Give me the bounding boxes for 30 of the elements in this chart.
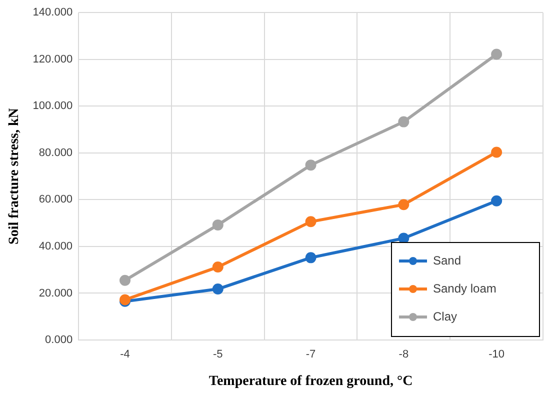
point xyxy=(305,252,316,264)
x-tick-label: -4 xyxy=(120,348,130,361)
x-tick-label: -5 xyxy=(213,348,223,361)
y-axis-title: Soil fracture stress, kN xyxy=(7,108,22,244)
point xyxy=(305,160,316,171)
y-tick-label: 80.000 xyxy=(38,146,73,159)
y-tick-label: 0.000 xyxy=(45,334,73,346)
point xyxy=(212,284,224,295)
legend-label: Clay xyxy=(433,309,458,324)
point xyxy=(398,116,410,128)
y-tick-label: 20.000 xyxy=(38,287,73,300)
point xyxy=(305,216,316,228)
x-axis-title: Temperature of frozen ground, °C xyxy=(208,374,413,390)
x-tick-label: -7 xyxy=(306,348,316,361)
y-tick-label: 40.000 xyxy=(38,240,73,252)
point xyxy=(212,262,224,273)
y-tick-label: 140.000 xyxy=(32,6,73,19)
point xyxy=(491,48,502,60)
x-tick-label: -8 xyxy=(398,348,409,361)
point xyxy=(120,274,131,286)
legend-label: Sand xyxy=(433,253,462,268)
legend-label: Sandy loam xyxy=(433,281,496,296)
point xyxy=(212,219,224,230)
y-tick-label: 60.000 xyxy=(38,194,73,206)
x-tick-label: -10 xyxy=(488,348,505,361)
point xyxy=(491,195,502,206)
y-tick-label: 100.000 xyxy=(32,100,73,112)
y-tick-label: 120.000 xyxy=(32,53,73,66)
point xyxy=(491,146,502,158)
point xyxy=(398,199,410,210)
